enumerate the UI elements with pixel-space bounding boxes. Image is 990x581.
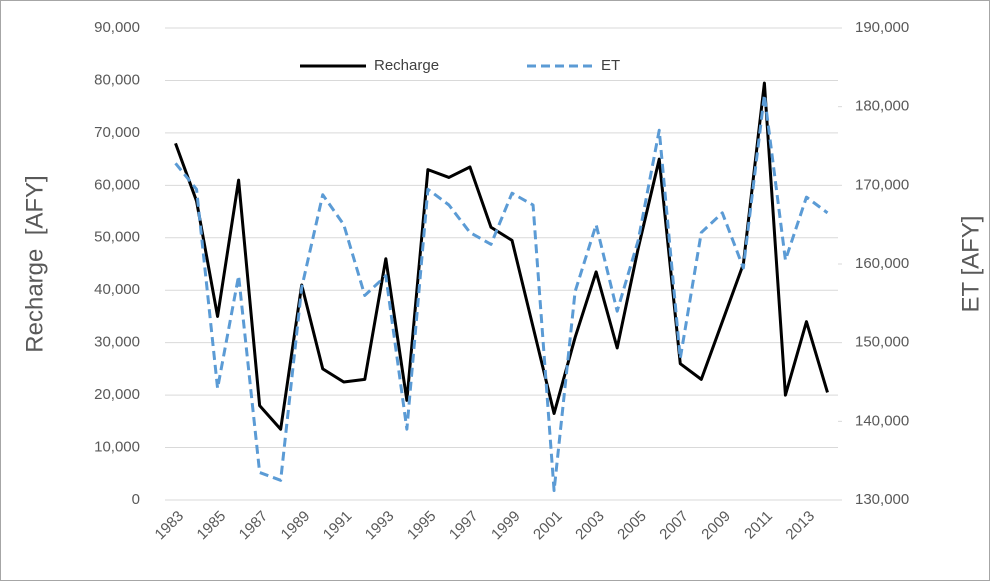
y2-tick-label: 140,000 bbox=[855, 412, 909, 429]
y-tick-label: 20,000 bbox=[94, 386, 140, 403]
y2-axis-title: ET [AFY] bbox=[957, 216, 984, 313]
y-tick-label: 0 bbox=[132, 491, 140, 508]
legend-label: Recharge bbox=[374, 57, 439, 74]
y-tick-label: 70,000 bbox=[94, 124, 140, 141]
series-line bbox=[174, 81, 829, 431]
y-tick-label: 10,000 bbox=[94, 439, 140, 456]
y-tick-label: 60,000 bbox=[94, 176, 140, 193]
y-tick-label: 30,000 bbox=[94, 334, 140, 351]
y2-tick-label: 190,000 bbox=[855, 19, 909, 36]
y2-tick-label: 160,000 bbox=[855, 255, 909, 272]
y2-tick-label: 130,000 bbox=[855, 491, 909, 508]
y-tick-label: 90,000 bbox=[94, 19, 140, 36]
y-tick-label: 40,000 bbox=[94, 281, 140, 298]
legend-label: ET bbox=[601, 57, 620, 74]
y-tick-label: 50,000 bbox=[94, 229, 140, 246]
series-line bbox=[174, 93, 829, 493]
y2-tick-label: 180,000 bbox=[855, 98, 909, 115]
y2-tick-label: 150,000 bbox=[855, 334, 909, 351]
y-tick-label: 80,000 bbox=[94, 71, 140, 88]
y-axis-title: Recharge [AFY] bbox=[21, 175, 48, 352]
y2-tick-label: 170,000 bbox=[855, 176, 909, 193]
